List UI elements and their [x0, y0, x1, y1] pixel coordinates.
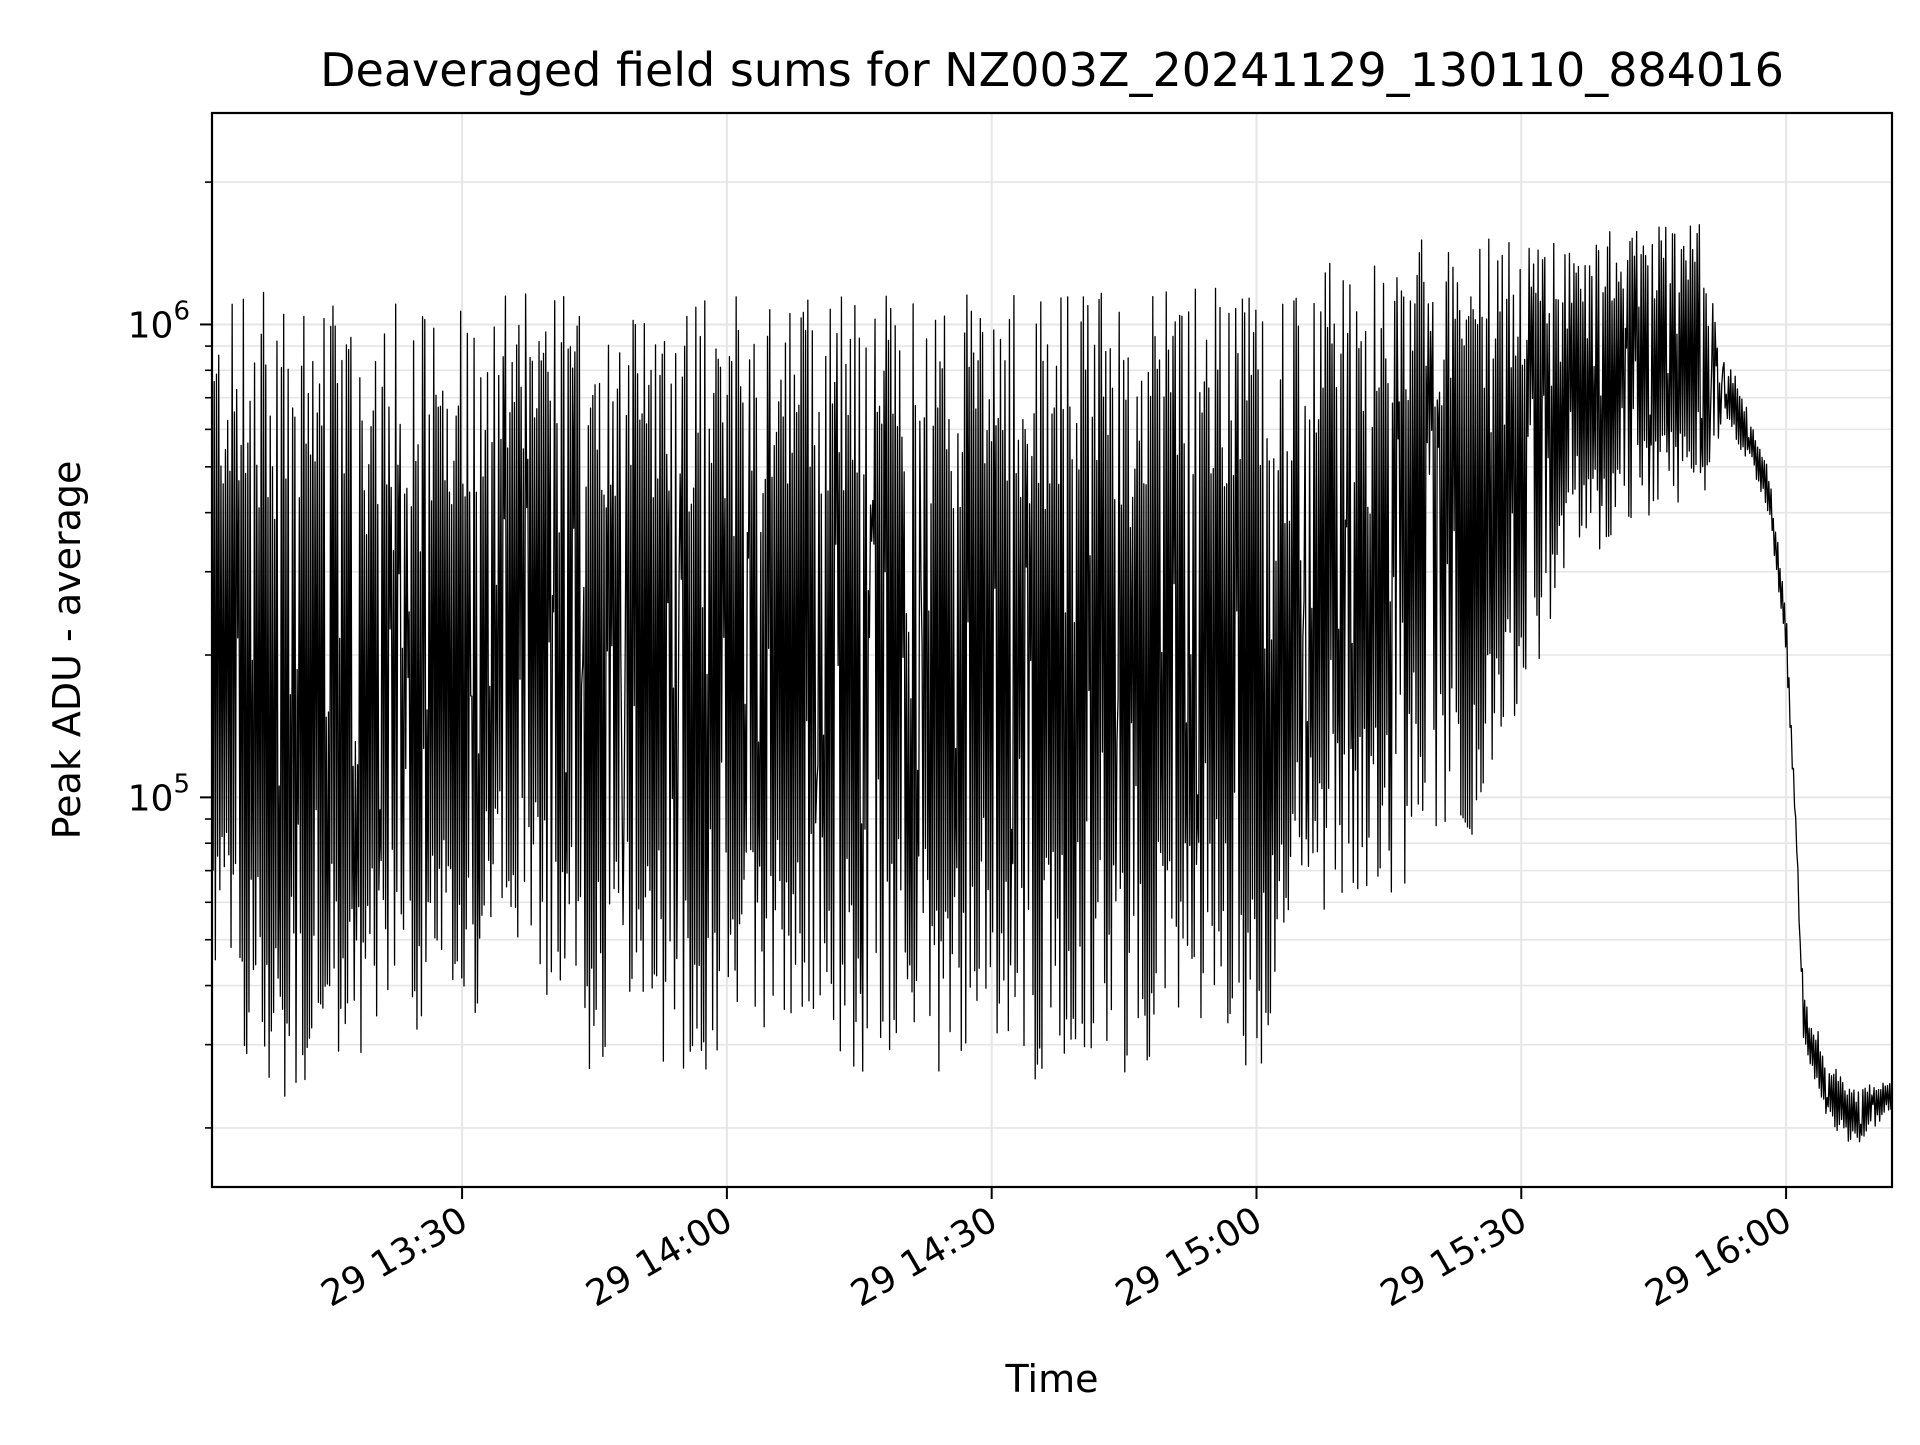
chart-title: Deaveraged field sums for NZ003Z_2024112…	[320, 43, 1784, 97]
y-tick-label-base: 10	[128, 305, 174, 346]
series-line	[211, 224, 1893, 1143]
y-tick-label-base: 10	[128, 778, 174, 819]
data-series	[211, 224, 1893, 1143]
y-tick-label-exponent: 6	[173, 296, 190, 326]
y-tick-label: 105	[128, 769, 190, 819]
y-tick-label: 106	[128, 296, 190, 346]
y-axis-label: Peak ADU - average	[45, 461, 89, 840]
y-tick-label-exponent: 5	[173, 769, 190, 799]
x-axis-label: Time	[1005, 1357, 1099, 1401]
plot-frame	[210, 111, 1894, 1189]
